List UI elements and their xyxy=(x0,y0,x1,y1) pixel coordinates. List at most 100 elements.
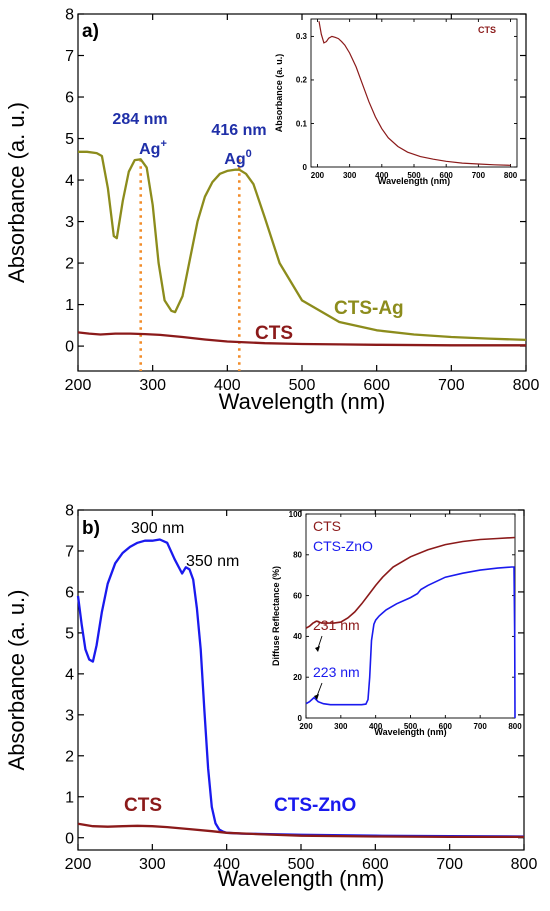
ion-label-ag-plus-base: Ag xyxy=(139,141,160,158)
panel-a-y-axis-label: Absorbance (a. u.) xyxy=(4,102,29,283)
inset-a-y-tick-label: 0.2 xyxy=(296,76,308,85)
inset-b-x-axis-label: Wavelength (nm) xyxy=(374,727,446,737)
panel-a-x-tick-label: 800 xyxy=(513,377,540,394)
series-label-cts: CTS xyxy=(255,323,293,344)
inset-a-x-tick-label: 300 xyxy=(343,171,357,180)
panel-a-y-tick-label: 1 xyxy=(65,297,74,314)
panel-b-x-tick-label: 600 xyxy=(362,856,389,873)
panel-b-x-tick-label: 800 xyxy=(511,856,538,873)
inset-b-y-tick-label: 0 xyxy=(298,714,303,723)
panel-a-y-tick-label: 6 xyxy=(65,90,74,107)
panel-a-x-tick-label: 400 xyxy=(214,377,241,394)
panel-a-y-tick-label: 2 xyxy=(65,256,74,273)
inset-b-arrowhead-223 xyxy=(314,694,319,700)
inset-a-x-axis-label: Wavelength (nm) xyxy=(378,176,450,186)
panel-a-x-tick-label: 600 xyxy=(363,377,390,394)
inset-b-annotation-231: 231 nm xyxy=(313,617,360,633)
inset-b-y-axis-label: Diffuse Reflectance (%) xyxy=(271,566,281,666)
panel-a-y-tick-label: 3 xyxy=(65,214,74,231)
inset-b-x-tick-label: 400 xyxy=(369,722,383,731)
series-line-cts xyxy=(77,822,524,839)
panel-b-y-tick-label: 5 xyxy=(65,625,74,642)
panel-a-y-tick-label: 5 xyxy=(65,131,74,148)
panel-b-y-tick-label: 0 xyxy=(65,830,74,847)
inset-a-x-tick-label: 800 xyxy=(504,171,518,180)
inset-a-x-tick-label: 400 xyxy=(375,171,389,180)
panel-b-y-tick-label: 4 xyxy=(65,666,74,683)
peak-label-416: 416 nm xyxy=(211,122,266,139)
series-label-cts-zno: CTS-ZnO xyxy=(274,795,356,816)
inset-b-x-tick-label: 800 xyxy=(508,722,522,731)
inset-b-legend-cts: CTS xyxy=(313,518,341,534)
panel-a-y-tick-label: 4 xyxy=(65,173,74,190)
panel-b-y-tick-label: 1 xyxy=(65,789,74,806)
ion-label-ag-zero-base: Ag xyxy=(224,151,245,168)
inset-b-y-tick-label: 100 xyxy=(289,510,303,519)
inset-a-x-tick-label: 600 xyxy=(440,171,454,180)
panel-a-y-tick-label: 7 xyxy=(65,48,74,65)
inset-b-x-tick-label: 600 xyxy=(439,722,453,731)
inset-b-y-tick-label: 20 xyxy=(293,673,302,682)
panel-a-x-tick-label: 200 xyxy=(65,377,92,394)
ion-label-ag-plus: Ag+ xyxy=(139,138,167,158)
panel-b-x-tick-label: 500 xyxy=(288,856,315,873)
series-line-cts xyxy=(77,331,526,347)
ion-label-ag-zero-sup: 0 xyxy=(246,148,252,160)
inset-a-legend-cts: CTS xyxy=(478,25,496,35)
inset-a-x-tick-label: 700 xyxy=(472,171,486,180)
panel-b-label: b) xyxy=(82,518,100,539)
panel-a-x-tick-label: 300 xyxy=(139,377,166,394)
inset-b-y-tick-label: 80 xyxy=(293,551,302,560)
inset-b-annotation-223: 223 nm xyxy=(313,664,360,680)
inset-a-x-tick-label: 200 xyxy=(311,171,325,180)
panel-b-y-tick-label: 6 xyxy=(65,585,74,602)
inset-b-background xyxy=(306,514,515,718)
panel-b-y-tick-label: 3 xyxy=(65,707,74,724)
panel-b-y-axis-label: Absorbance (a. u.) xyxy=(4,590,29,771)
panel-b-y-tick-label: 8 xyxy=(65,503,74,520)
panel-b-y-tick-label: 2 xyxy=(65,748,74,765)
inset-b-series-line-cts-zno xyxy=(305,566,516,719)
inset-a-y-tick-label: 0 xyxy=(303,163,308,172)
panel-b-x-tick-label: 400 xyxy=(213,856,240,873)
panel-a-x-tick-label: 500 xyxy=(289,377,316,394)
panel-a-x-axis-label: Wavelength (nm) xyxy=(219,389,386,414)
inset-b-series-line-cts xyxy=(305,536,516,629)
inset-b-x-tick-label: 500 xyxy=(404,722,418,731)
ion-label-ag-zero: Ag0 xyxy=(224,148,251,168)
inset-b-arrow-223 xyxy=(316,682,323,697)
inset-b-y-tick-label: 60 xyxy=(293,591,302,600)
panel-b-x-tick-label: 300 xyxy=(139,856,166,873)
inset-a-y-tick-label: 0.3 xyxy=(296,32,308,41)
series-line-cts-ag xyxy=(78,150,527,342)
series-label-cts: CTS xyxy=(124,795,162,816)
inset-a-x-tick-label: 500 xyxy=(407,171,421,180)
inset-b-x-tick-label: 200 xyxy=(299,722,313,731)
panel-a-y-tick-label: 8 xyxy=(65,7,74,24)
panel-b-x-axis-label: Wavelength (nm) xyxy=(218,866,385,891)
panel-b-x-tick-label: 200 xyxy=(65,856,92,873)
inset-a-background xyxy=(311,19,517,167)
inset-b-arrowhead-231 xyxy=(315,646,320,652)
peak-label-284: 284 nm xyxy=(112,111,167,128)
inset-b-y-tick-label: 40 xyxy=(293,632,302,641)
panel-a-x-tick-label: 700 xyxy=(438,377,465,394)
inset-b-legend-cts-zno: CTS-ZnO xyxy=(313,538,373,554)
ion-label-ag-plus-sup: + xyxy=(160,138,166,150)
panel-a-y-tick-label: 0 xyxy=(65,339,74,356)
inset-a-y-axis-label: Absorbance (a. u.) xyxy=(274,54,284,133)
inset-b-x-tick-label: 300 xyxy=(334,722,348,731)
inset-b-arrow-231 xyxy=(317,635,323,649)
series-label-cts-ag: CTS-Ag xyxy=(334,298,404,319)
inset-b-x-tick-label: 700 xyxy=(473,722,487,731)
panel-b-x-tick-label: 700 xyxy=(436,856,463,873)
panel-b-y-tick-label: 7 xyxy=(65,544,74,561)
inset-a-series-line-cts xyxy=(318,21,511,166)
panel-a-label: a) xyxy=(82,21,99,42)
peak-label-350: 350 nm xyxy=(186,553,239,570)
panel-a-chart: 200 300 400 500 600 700 800 0 1 2 3 4 5 6 7 8 Wavelength… xyxy=(4,7,539,414)
peak-label-300: 300 nm xyxy=(131,520,184,537)
inset-a-y-tick-label: 0.1 xyxy=(296,119,308,128)
panel-b-chart: 200 300 400 500 600 700 800012345678Wavelength… xyxy=(4,503,537,891)
